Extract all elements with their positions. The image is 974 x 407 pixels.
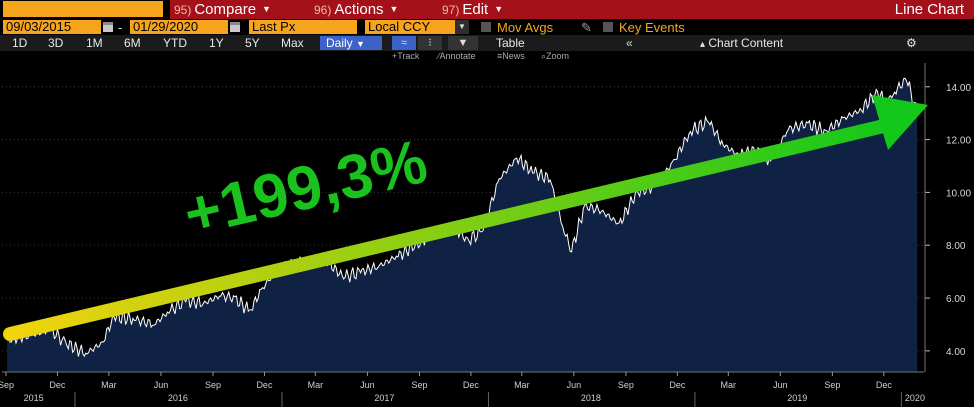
x-tick-label: Sep — [824, 380, 840, 390]
y-tick-label: 12.00 — [946, 136, 971, 147]
y-tick-label: 6.00 — [946, 294, 966, 305]
calendar-icon[interactable] — [230, 22, 240, 32]
chevron-down-icon: ▼ — [262, 4, 271, 14]
period-5y[interactable]: 5Y — [245, 36, 260, 50]
year-label: 2018 — [581, 393, 601, 403]
period-6m[interactable]: 6M — [124, 36, 141, 50]
x-tick-label: Dec — [876, 380, 893, 390]
period-3d[interactable]: 3D — [48, 36, 64, 50]
date-separator: - — [118, 20, 123, 35]
currency-select[interactable]: Local CCY — [365, 20, 455, 34]
view-title: Line Chart — [894, 1, 964, 18]
top-toolbar: 95) Compare ▼ 96) Actions ▼ 97) Edit ▼ Line Ch… — [0, 0, 974, 19]
y-tick-label: 4.00 — [946, 347, 966, 358]
actions-menu[interactable]: 96) Actions ▼ — [314, 1, 399, 18]
annotate-tool[interactable]: ∕ Annotate — [438, 51, 476, 61]
x-tick-label: Sep — [205, 380, 221, 390]
chart-tools: + Track ∕ Annotate ≡ News ⌕ Zoom — [0, 51, 974, 63]
frequency-select[interactable]: Daily ▼ — [320, 36, 382, 50]
x-tick-label: Jun — [360, 380, 375, 390]
x-tick-label: Jun — [567, 380, 582, 390]
x-tick-label: Mar — [514, 380, 530, 390]
pencil-icon[interactable]: ✎ — [581, 20, 592, 35]
period-max[interactable]: Max — [281, 36, 304, 50]
chevron-down-icon: ▼ — [356, 39, 365, 49]
x-tick-label: Sep — [618, 380, 634, 390]
period-1y[interactable]: 1Y — [209, 36, 224, 50]
year-label: 2017 — [374, 393, 394, 403]
year-label: 2020 — [905, 393, 925, 403]
chevron-down-icon[interactable]: ▼ — [448, 36, 478, 50]
x-tick-label: Jun — [773, 380, 788, 390]
track-tool[interactable]: + Track — [392, 51, 420, 61]
table-button[interactable]: Table — [496, 36, 525, 50]
chart-content-button[interactable]: ▴ Chart Content — [700, 36, 784, 50]
period-bar: 1D 3D 1M 6M YTD 1Y 5Y Max Daily ▼ ≈ ⁝ ▼ … — [0, 35, 974, 51]
growth-annotation: +199,3% — [178, 127, 434, 250]
compare-menu[interactable]: 95) Compare ▼ — [174, 1, 271, 18]
end-date-input[interactable]: 01/29/2020 — [130, 20, 228, 34]
trend-arrow-shaft — [3, 118, 895, 341]
chevron-down-icon: ▼ — [389, 4, 399, 14]
collapse-icon[interactable]: « — [626, 36, 633, 50]
period-1d[interactable]: 1D — [12, 36, 28, 50]
security-field[interactable] — [3, 1, 163, 17]
field-input[interactable]: Last Px — [249, 20, 357, 34]
x-tick-label: Sep — [0, 380, 14, 390]
edit-menu[interactable]: 97) Edit ▼ — [442, 1, 504, 18]
x-tick-label: Mar — [101, 380, 117, 390]
start-date-input[interactable]: 09/03/2015 — [3, 20, 101, 34]
range-bar: 09/03/2015 - 01/29/2020 Last Px Local CC… — [0, 19, 974, 35]
bar-chart-icon[interactable]: ⁝ — [418, 36, 442, 50]
mov-avgs-checkbox[interactable] — [481, 22, 491, 32]
line-chart-icon[interactable]: ≈ — [392, 36, 416, 50]
key-events-label: Key Events — [619, 20, 685, 35]
y-tick-label: 8.00 — [946, 241, 966, 252]
period-ytd[interactable]: YTD — [163, 36, 187, 50]
x-tick-label: Mar — [308, 380, 324, 390]
x-tick-label: Dec — [256, 380, 273, 390]
x-tick-label: Mar — [721, 380, 737, 390]
trend-arrow-head — [872, 95, 928, 150]
x-tick-label: Dec — [669, 380, 686, 390]
zoom-tool[interactable]: ⌕ Zoom — [541, 51, 570, 61]
year-label: 2019 — [787, 393, 807, 403]
y-tick-label: 14.00 — [946, 83, 971, 94]
gear-icon[interactable]: ⚙ — [906, 36, 917, 50]
mov-avgs-label: Mov Avgs — [497, 20, 554, 35]
x-tick-label: Dec — [463, 380, 480, 390]
year-label: 2016 — [168, 393, 188, 403]
chevron-down-icon: ▼ — [494, 4, 504, 14]
calendar-icon[interactable] — [103, 22, 113, 32]
price-area — [7, 78, 918, 372]
x-tick-label: Dec — [49, 380, 66, 390]
news-tool[interactable]: ≡ News — [497, 51, 525, 61]
function-bar: 95) Compare ▼ 96) Actions ▼ 97) Edit ▼ Line Ch… — [170, 0, 974, 19]
period-1m[interactable]: 1M — [86, 36, 103, 50]
key-events-checkbox[interactable] — [603, 22, 613, 32]
x-tick-label: Sep — [411, 380, 427, 390]
year-label: 2015 — [24, 393, 44, 403]
y-tick-label: 10.00 — [946, 188, 971, 199]
chart-icon: ▴ — [700, 39, 706, 50]
chevron-down-icon[interactable]: ▼ — [455, 20, 469, 34]
x-tick-label: Jun — [154, 380, 169, 390]
